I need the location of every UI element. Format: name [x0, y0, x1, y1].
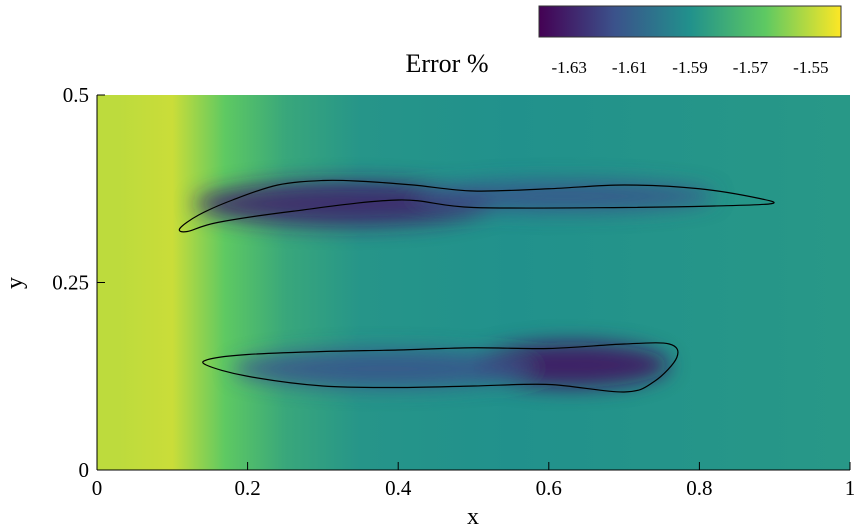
colorbar: Error % -1.63 -1.61 -1.59 -1.57 -1.55 — [405, 5, 842, 78]
contour-upper — [178, 179, 775, 233]
low-value-region — [413, 181, 715, 212]
x-tick-label: 0.2 — [234, 476, 260, 500]
y-ticks: 0 0.25 0.5 — [52, 83, 105, 482]
contours — [178, 179, 775, 393]
y-tick-label: 0.5 — [63, 83, 89, 107]
y-axis-label: y — [2, 277, 28, 289]
x-axis-label: x — [467, 504, 479, 528]
low-value-region — [473, 342, 670, 388]
x-tick-label: 0.8 — [686, 476, 712, 500]
x-tick-label: 0.6 — [536, 476, 562, 500]
colorbar-tick-label: -1.57 — [733, 58, 769, 77]
y-tick-label: 0.25 — [52, 271, 89, 295]
colorbar-tick-label: -1.59 — [672, 58, 707, 77]
x-tick-label: 0.4 — [385, 476, 412, 500]
colorbar-rect — [538, 5, 842, 38]
field-background — [97, 95, 850, 470]
low-value-region — [232, 350, 534, 388]
plot-area — [97, 95, 850, 470]
axes: 0 0.2 0.4 0.6 0.8 1 0 0.25 0.5 x y — [2, 83, 855, 528]
low-value-regions — [194, 181, 715, 388]
x-tick-label: 1 — [845, 476, 856, 500]
x-ticks: 0 0.2 0.4 0.6 0.8 1 — [92, 462, 856, 500]
colorbar-tick-label: -1.61 — [612, 58, 647, 77]
colorbar-ticks: -1.63 -1.61 -1.59 -1.57 -1.55 — [551, 58, 828, 77]
x-tick-label: 0 — [92, 476, 103, 500]
colorbar-tick-label: -1.63 — [551, 58, 586, 77]
contour-lower — [202, 342, 679, 393]
colorbar-title: Error % — [405, 49, 488, 78]
y-tick-label: 0 — [79, 458, 90, 482]
colorbar-tick-label: -1.55 — [793, 58, 828, 77]
